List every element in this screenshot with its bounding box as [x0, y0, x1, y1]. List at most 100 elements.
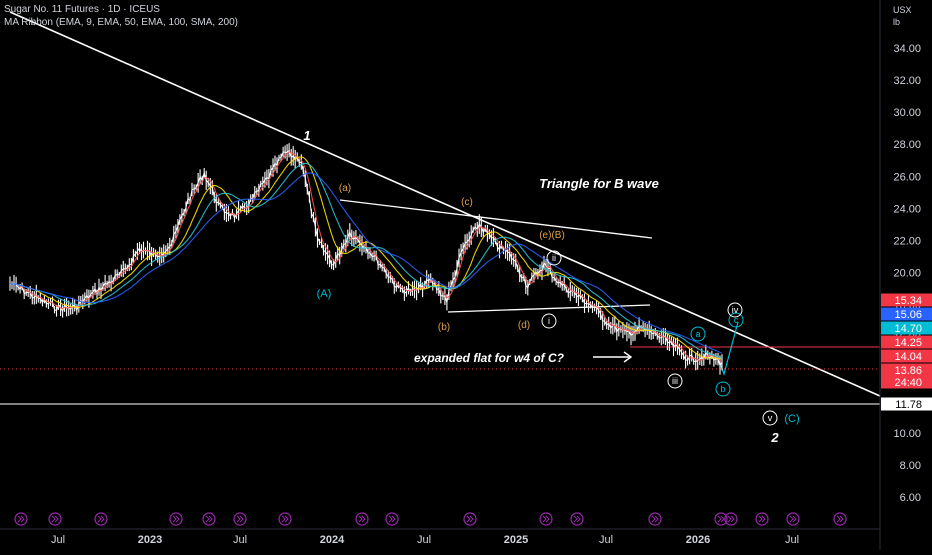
- price-tag-label: 15.06: [894, 309, 922, 321]
- trendlines: [0, 11, 881, 405]
- event-marker-chevron: [236, 515, 241, 523]
- event-marker-chevron: [761, 515, 766, 523]
- event-marker-icon[interactable]: [714, 512, 728, 526]
- time-tick-label: Jul: [233, 534, 247, 546]
- event-marker-icon[interactable]: [385, 512, 399, 526]
- event-marker-ring: [14, 512, 28, 526]
- price-tag-label: 24:40: [894, 377, 922, 389]
- sma200-line: [9, 172, 723, 354]
- event-marker-chevron: [717, 515, 722, 523]
- price-axis: 6.008.0010.0012.0014.0016.0018.0020.0022…: [879, 0, 932, 550]
- triangle-note: Triangle for B wave: [539, 176, 659, 191]
- event-marker-chevron: [469, 515, 474, 523]
- time-tick-label: Jul: [599, 534, 613, 546]
- price-tag-label: 11.78: [895, 399, 922, 411]
- event-marker-icon[interactable]: [278, 512, 292, 526]
- price-tag-label: 15.34: [894, 295, 922, 307]
- event-marker-ring: [755, 512, 769, 526]
- event-marker-icon[interactable]: [755, 512, 769, 526]
- event-marker-icon[interactable]: [539, 512, 553, 526]
- event-marker-chevron: [172, 515, 177, 523]
- event-marker-chevron: [542, 515, 547, 523]
- event-marker-ring: [169, 512, 183, 526]
- price-tag-label: 14.25: [894, 337, 922, 349]
- wave-label-b-paren: (b): [438, 322, 450, 333]
- wave-label-iii: iii: [672, 376, 678, 386]
- event-markers[interactable]: [14, 512, 847, 526]
- price-tag-bg: [881, 363, 932, 377]
- wave-label-c: c: [734, 315, 739, 325]
- event-marker-chevron: [654, 515, 659, 523]
- event-marker-icon[interactable]: [233, 512, 247, 526]
- wave-label-a-ring: [690, 326, 706, 342]
- price-tick-label: 20.00: [893, 268, 921, 280]
- wave-label-c-paren: (c): [461, 197, 473, 208]
- event-marker-chevron: [97, 515, 102, 523]
- ema100-line: [9, 162, 723, 359]
- indicator-legend[interactable]: MA Ribbon (EMA, 9, EMA, 50, EMA, 100, SM…: [4, 17, 238, 28]
- wave-label-iv: iv: [732, 305, 739, 315]
- event-marker-icon[interactable]: [463, 512, 477, 526]
- event-marker-icon[interactable]: [169, 512, 183, 526]
- event-marker-icon[interactable]: [48, 512, 62, 526]
- chart-header: Sugar No. 11 Futures · 1D · ICEUS MA Rib…: [4, 3, 238, 29]
- price-tag-bg: [881, 321, 932, 335]
- time-tick-label: 2025: [504, 534, 528, 546]
- price-tick-label: 10.00: [893, 428, 921, 440]
- event-marker-icon[interactable]: [355, 512, 369, 526]
- event-marker-icon[interactable]: [14, 512, 28, 526]
- price-tag-bg: [881, 293, 932, 307]
- event-marker-icon[interactable]: [570, 512, 584, 526]
- event-marker-chevron: [720, 515, 725, 523]
- event-marker-ring: [385, 512, 399, 526]
- event-marker-chevron: [730, 515, 735, 523]
- event-marker-icon[interactable]: [94, 512, 108, 526]
- wave-label-C: (C): [784, 413, 799, 425]
- event-marker-icon[interactable]: [202, 512, 216, 526]
- event-marker-ring: [278, 512, 292, 526]
- event-marker-icon[interactable]: [833, 512, 847, 526]
- event-marker-chevron: [789, 515, 794, 523]
- wave-label-eB: (e)(B): [539, 230, 565, 241]
- wave-label-ii-ring: [546, 250, 562, 266]
- event-marker-chevron: [100, 515, 105, 523]
- wave-label-v-ring: [762, 410, 778, 426]
- event-marker-ring: [539, 512, 553, 526]
- event-marker-ring: [570, 512, 584, 526]
- event-marker-chevron: [388, 515, 393, 523]
- event-marker-ring: [48, 512, 62, 526]
- price-unit: USX lb: [893, 4, 912, 28]
- wave-label-A: (A): [317, 288, 332, 300]
- wave-label-i: i: [548, 316, 550, 326]
- triangle-lower-line: [447, 304, 651, 313]
- event-marker-chevron: [205, 515, 210, 523]
- event-marker-chevron: [239, 515, 244, 523]
- price-tick-label: 26.00: [893, 171, 921, 183]
- price-tag-label: 14.04: [894, 351, 922, 363]
- event-marker-chevron: [281, 515, 286, 523]
- event-marker-ring: [786, 512, 800, 526]
- wave-label-b: b: [720, 384, 725, 394]
- event-marker-chevron: [792, 515, 797, 523]
- price-tag-bg: [881, 349, 932, 363]
- event-marker-icon[interactable]: [648, 512, 662, 526]
- wave-label-v: v: [768, 413, 773, 423]
- event-marker-chevron: [391, 515, 396, 523]
- event-marker-chevron: [175, 515, 180, 523]
- wave-label-2: 2: [770, 430, 779, 445]
- wave-label-iv-ring: [727, 302, 743, 318]
- event-marker-chevron: [358, 515, 363, 523]
- event-marker-chevron: [208, 515, 213, 523]
- price-tag-bg: [881, 375, 932, 389]
- wave-label-i-ring: [541, 313, 557, 329]
- event-marker-chevron: [573, 515, 578, 523]
- event-marker-ring: [724, 512, 738, 526]
- price-tag-bg: [881, 307, 932, 321]
- price-axis-bg: [880, 0, 932, 550]
- event-marker-icon[interactable]: [724, 512, 738, 526]
- price-unit-lb: lb: [893, 17, 901, 27]
- event-marker-icon[interactable]: [786, 512, 800, 526]
